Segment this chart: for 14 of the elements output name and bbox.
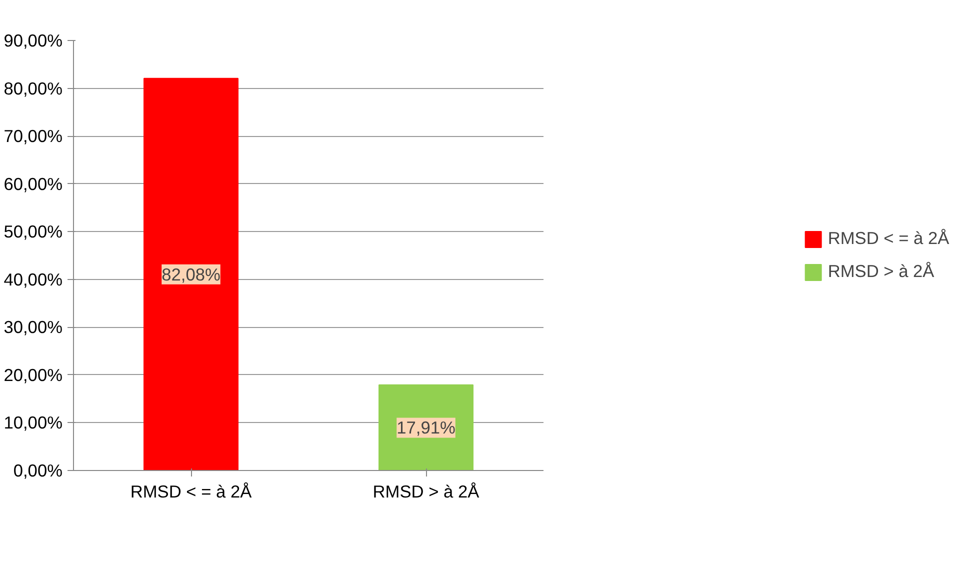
y-tick-label: 30,00% xyxy=(4,317,63,338)
y-tick-label: 20,00% xyxy=(4,364,63,385)
y-tick-label: 60,00% xyxy=(4,174,63,194)
y-tick-label: 90,00% xyxy=(4,30,63,50)
data-label: 82,08% xyxy=(162,264,220,284)
legend-label: RMSD < = à 2Å xyxy=(828,228,950,249)
y-tick-label: 70,00% xyxy=(4,126,63,146)
y-tick-label: 50,00% xyxy=(4,222,63,242)
y-tick-label: 80,00% xyxy=(4,78,63,98)
legend-label: RMSD > à 2Å xyxy=(828,261,934,282)
data-label: 17,91% xyxy=(396,418,456,438)
y-tick-label: 0,00% xyxy=(13,460,63,480)
y-tick-label: 10,00% xyxy=(4,412,63,433)
y-tick-label: 40,00% xyxy=(4,269,63,290)
